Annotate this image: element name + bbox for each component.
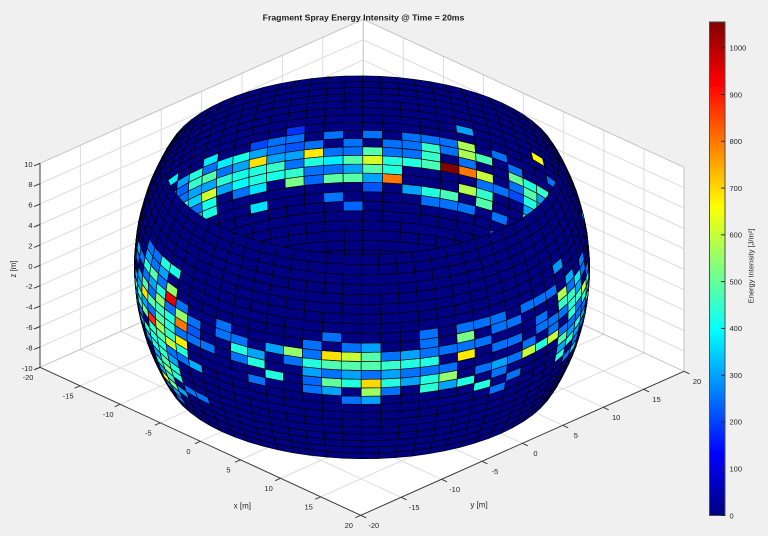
- svg-text:700: 700: [730, 184, 743, 193]
- svg-text:-10: -10: [22, 364, 33, 373]
- svg-text:5: 5: [226, 465, 230, 474]
- svg-text:20: 20: [345, 521, 353, 530]
- svg-text:200: 200: [730, 418, 743, 427]
- svg-text:0: 0: [28, 262, 32, 271]
- svg-text:-20: -20: [368, 521, 379, 530]
- svg-text:x [m]: x [m]: [234, 502, 251, 511]
- svg-text:900: 900: [730, 90, 743, 99]
- svg-text:20: 20: [693, 377, 701, 386]
- svg-text:Fragment Spray Energy Intensit: Fragment Spray Energy Intensity @ Time =…: [263, 13, 465, 23]
- svg-text:10: 10: [24, 160, 32, 169]
- svg-text:-5: -5: [492, 467, 499, 476]
- svg-text:400: 400: [730, 324, 743, 333]
- svg-text:z [m]: z [m]: [9, 260, 18, 277]
- svg-text:100: 100: [730, 465, 743, 474]
- svg-text:-15: -15: [63, 391, 74, 400]
- svg-text:-6: -6: [26, 323, 33, 332]
- svg-text:-20: -20: [23, 373, 34, 382]
- svg-text:8: 8: [28, 180, 32, 189]
- svg-text:-10: -10: [449, 485, 460, 494]
- svg-text:-8: -8: [26, 343, 33, 352]
- svg-text:4: 4: [28, 221, 32, 230]
- svg-text:2: 2: [28, 241, 32, 250]
- svg-text:Energy Intensity [J/m²]: Energy Intensity [J/m²]: [747, 229, 756, 304]
- svg-text:15: 15: [305, 502, 313, 511]
- svg-text:-10: -10: [103, 410, 114, 419]
- svg-text:10: 10: [612, 413, 620, 422]
- svg-text:-4: -4: [26, 303, 33, 312]
- svg-text:-5: -5: [145, 428, 152, 437]
- svg-text:6: 6: [28, 201, 32, 210]
- svg-text:300: 300: [730, 371, 743, 380]
- svg-text:1000: 1000: [730, 44, 747, 53]
- svg-text:600: 600: [730, 231, 743, 240]
- svg-text:15: 15: [652, 395, 660, 404]
- svg-text:0: 0: [730, 511, 734, 520]
- svg-text:y [m]: y [m]: [470, 501, 487, 510]
- svg-text:0: 0: [533, 449, 537, 458]
- svg-text:5: 5: [574, 431, 578, 440]
- svg-text:-15: -15: [409, 503, 420, 512]
- svg-text:0: 0: [186, 447, 190, 456]
- svg-text:500: 500: [730, 277, 743, 286]
- svg-text:10: 10: [264, 484, 272, 493]
- svg-text:800: 800: [730, 137, 743, 146]
- svg-text:-2: -2: [26, 282, 33, 291]
